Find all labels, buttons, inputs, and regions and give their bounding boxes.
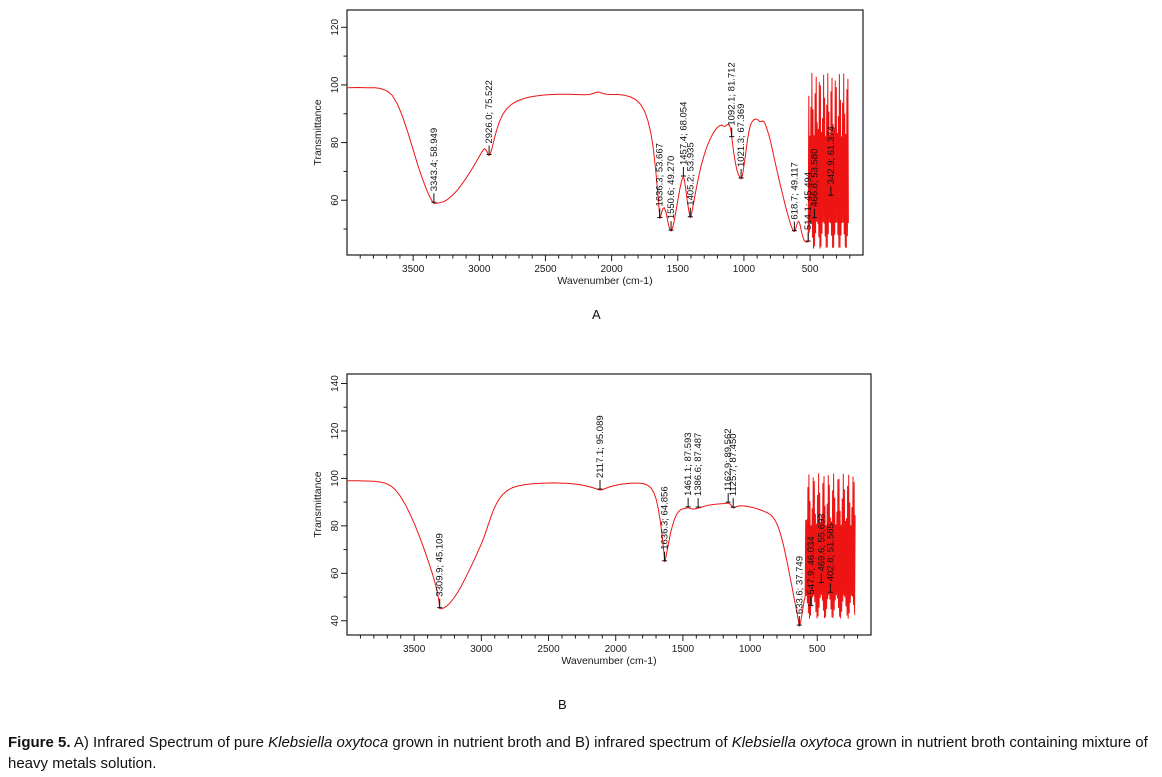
x-tick-label: 3000 <box>470 644 493 655</box>
y-tick-label: 120 <box>330 19 341 36</box>
peak-annotation: 1162.9; 89.562 <box>723 428 734 503</box>
panel-label-b: B <box>558 697 567 712</box>
figure-caption: Figure 5. A) Infrared Spectrum of pure K… <box>8 732 1158 775</box>
peak-label: 402.8; 51.585 <box>825 523 836 581</box>
y-axis-title: Transmittance <box>312 471 324 537</box>
peak-label: 466.8; 53.580 <box>809 149 820 207</box>
peak-annotation: 342.9; 61.374 <box>826 126 837 196</box>
x-tick-label: 2500 <box>534 264 557 275</box>
plot-frame <box>346 9 864 256</box>
peak-annotation: 514.1; 45.494 <box>803 172 814 242</box>
peak-annotation: 402.8; 51.585 <box>825 523 836 593</box>
x-tick-label: 2000 <box>600 264 623 275</box>
peak-label: 1550.6; 49.270 <box>666 156 677 219</box>
peak-label: 3309.9; 45.109 <box>435 533 446 596</box>
caption-segment: Figure 5. <box>8 734 71 751</box>
peak-label: 1092.1; 81.712 <box>727 62 738 125</box>
y-tick-label: 40 <box>330 615 341 627</box>
peak-label: 1457.4; 68.054 <box>678 102 689 165</box>
peak-annotation: 2926.0; 75.522 <box>484 80 495 155</box>
y-axis-title: Transmittance <box>312 99 324 165</box>
peak-annotation: 1457.4; 68.054 <box>678 102 689 177</box>
peak-label: 514.1; 45.494 <box>803 172 814 230</box>
y-tick-label: 140 <box>330 375 341 392</box>
x-axis-title: Wavenumber (cm-1) <box>557 275 652 287</box>
x-tick-label: 500 <box>802 264 819 275</box>
peak-label: 618.7; 49.117 <box>789 162 800 219</box>
plot-frame <box>346 373 872 636</box>
peak-annotation: 1636.3; 64.856 <box>660 486 671 562</box>
peak-label: 1021.3; 67.369 <box>736 104 747 167</box>
x-tick-label: 1500 <box>672 644 695 655</box>
peak-label: 1386.6; 87.487 <box>693 433 704 496</box>
y-tick-label: 60 <box>330 567 341 579</box>
peak-annotation: 1021.3; 67.369 <box>736 104 747 179</box>
caption-segment: Klebsiella oxytoca <box>268 734 389 751</box>
peak-annotation: 547.9; 46.034 <box>806 536 817 606</box>
peak-label: 1125.7; 87.450 <box>728 433 739 496</box>
caption-segment: grown in nutrient broth containing mixtu… <box>8 734 1148 773</box>
peak-label: 469.6; 55.693 <box>816 513 827 571</box>
y-tick-label: 120 <box>330 422 341 439</box>
peak-annotation: 469.6; 55.693 <box>816 513 827 584</box>
y-tick-label: 80 <box>330 137 341 149</box>
peak-label: 3343.4; 58.949 <box>429 128 440 191</box>
peak-annotation: 2117.1; 95.089 <box>595 415 606 490</box>
peak-label: 1405.2; 53.935 <box>685 142 696 205</box>
x-tick-label: 2000 <box>605 644 628 655</box>
spectrum-curve <box>346 72 849 249</box>
caption-segment: grown in nutrient broth and B) infrared … <box>388 734 732 751</box>
peak-label: 342.9; 61.374 <box>826 126 837 184</box>
peak-label: 2117.1; 95.089 <box>595 415 606 478</box>
peak-annotation: 1386.6; 87.487 <box>693 433 704 508</box>
x-axis-title: Wavenumber (cm-1) <box>561 655 656 667</box>
peak-label: 2926.0; 75.522 <box>484 80 495 143</box>
x-tick-label: 1500 <box>667 264 690 275</box>
x-tick-label: 1000 <box>739 644 762 655</box>
peak-annotation: 1550.6; 49.270 <box>666 156 677 231</box>
panel-label-a: A <box>592 307 601 322</box>
x-tick-label: 1000 <box>733 264 756 275</box>
peak-annotation: 3309.9; 45.109 <box>435 533 446 609</box>
x-tick-label: 3500 <box>403 644 426 655</box>
y-tick-label: 80 <box>330 520 341 532</box>
peak-label: 1162.9; 89.562 <box>723 428 734 491</box>
caption-segment: A) Infrared Spectrum of pure <box>70 734 269 751</box>
spectrum-curve <box>347 473 856 627</box>
y-tick-label: 100 <box>330 76 341 93</box>
peak-annotation: 1405.2; 53.935 <box>685 142 696 218</box>
peak-label: 1461.1; 87.593 <box>683 432 694 495</box>
peak-annotation: 1461.1; 87.593 <box>683 432 694 508</box>
peak-annotation: 466.8; 53.580 <box>809 149 820 219</box>
peak-label: 1636.3; 53.667 <box>655 143 666 206</box>
peak-annotation: 618.7; 49.117 <box>789 162 800 232</box>
x-tick-label: 500 <box>809 644 826 655</box>
x-tick-label: 3000 <box>468 264 491 275</box>
peak-annotation: 1125.7; 87.450 <box>728 433 739 508</box>
x-tick-label: 2500 <box>537 644 560 655</box>
peak-label: 547.9; 46.034 <box>806 536 817 594</box>
peak-annotation: 633.6; 37.749 <box>794 556 805 626</box>
caption-segment: Klebsiella oxytoca <box>731 734 852 751</box>
ir-spectrum-plot-b: 3500 3000 2500 2000 1500 1000 500 40 60 80 100 120 1… <box>312 373 872 667</box>
y-tick-label: 60 <box>330 194 341 206</box>
peak-annotation: 1092.1; 81.712 <box>727 62 738 138</box>
peak-label: 1636.3; 64.856 <box>660 486 671 549</box>
peak-label: 633.6; 37.749 <box>794 556 805 614</box>
ir-spectrum-plot-a: 3500 3000 2500 2000 1500 1000 500 60 80 100 120 Wav… <box>312 9 864 287</box>
x-tick-label: 3500 <box>402 264 425 275</box>
y-tick-label: 100 <box>330 470 341 487</box>
peak-annotation: 3343.4; 58.949 <box>429 128 440 203</box>
peak-annotation: 1636.3; 53.667 <box>655 143 666 218</box>
